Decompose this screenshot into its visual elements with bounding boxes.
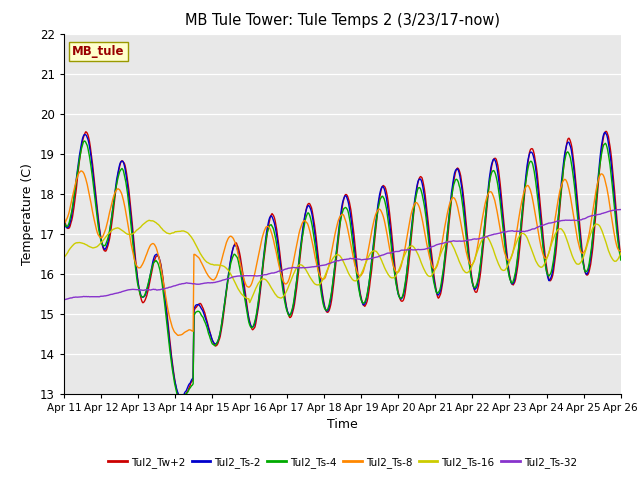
Tul2_Ts-4 xyxy=(177,397,184,403)
Tul2_Ts-32 xyxy=(206,280,214,286)
Tul2_Ts-32 xyxy=(182,280,190,286)
Tul2_Ts-16 xyxy=(145,217,153,223)
Tul2_Ts-2 xyxy=(389,250,397,255)
Line: Tul2_Ts-2: Tul2_Ts-2 xyxy=(64,132,621,398)
Tul2_Ts-8 xyxy=(60,220,68,226)
Tul2_Ts-32 xyxy=(566,217,573,223)
Tul2_Ts-16 xyxy=(207,262,215,267)
Tul2_Ts-8 xyxy=(568,199,575,205)
Tul2_Tw+2 xyxy=(335,235,342,240)
Tul2_Ts-8 xyxy=(184,328,191,334)
Tul2_Ts-2 xyxy=(183,386,191,392)
Tul2_Ts-32 xyxy=(443,240,451,245)
Text: MB_tule: MB_tule xyxy=(72,45,125,58)
X-axis label: Time: Time xyxy=(327,418,358,431)
Tul2_Ts-2 xyxy=(178,395,186,401)
Tul2_Ts-4 xyxy=(617,257,625,263)
Tul2_Ts-16 xyxy=(390,275,397,281)
Tul2_Ts-8 xyxy=(175,333,182,338)
Tul2_Tw+2 xyxy=(178,396,186,402)
Line: Tul2_Ts-16: Tul2_Ts-16 xyxy=(64,220,621,302)
Title: MB Tule Tower: Tule Temps 2 (3/23/17-now): MB Tule Tower: Tule Temps 2 (3/23/17-now… xyxy=(185,13,500,28)
Line: Tul2_Ts-8: Tul2_Ts-8 xyxy=(64,171,621,336)
Tul2_Tw+2 xyxy=(444,237,451,242)
Tul2_Ts-8 xyxy=(390,264,397,269)
Tul2_Ts-2 xyxy=(335,228,342,234)
Tul2_Ts-8 xyxy=(617,248,625,253)
Tul2_Ts-4 xyxy=(81,138,89,144)
Tul2_Tw+2 xyxy=(389,240,397,246)
Tul2_Tw+2 xyxy=(183,389,191,395)
Tul2_Ts-4 xyxy=(335,226,343,231)
Tul2_Ts-8 xyxy=(445,206,452,212)
Tul2_Ts-16 xyxy=(617,250,625,256)
Tul2_Ts-4 xyxy=(445,221,452,227)
Tul2_Ts-16 xyxy=(568,251,575,256)
Tul2_Ts-32 xyxy=(617,207,625,213)
Tul2_Ts-2 xyxy=(444,228,451,234)
Tul2_Tw+2 xyxy=(207,333,215,339)
Tul2_Ts-32 xyxy=(60,297,68,303)
Tul2_Ts-2 xyxy=(602,130,609,135)
Tul2_Ts-4 xyxy=(60,218,68,224)
Tul2_Tw+2 xyxy=(60,214,68,219)
Tul2_Ts-16 xyxy=(335,252,343,258)
Tul2_Ts-4 xyxy=(208,340,216,346)
Legend: Tul2_Tw+2, Tul2_Ts-2, Tul2_Ts-4, Tul2_Ts-8, Tul2_Ts-16, Tul2_Ts-32: Tul2_Tw+2, Tul2_Ts-2, Tul2_Ts-4, Tul2_Ts… xyxy=(104,453,581,472)
Tul2_Ts-16 xyxy=(60,254,68,260)
Tul2_Ts-4 xyxy=(390,263,397,268)
Tul2_Ts-2 xyxy=(60,217,68,223)
Tul2_Ts-2 xyxy=(617,256,625,262)
Y-axis label: Temperature (C): Temperature (C) xyxy=(21,163,35,264)
Tul2_Ts-8 xyxy=(335,215,343,221)
Tul2_Ts-2 xyxy=(566,144,574,150)
Tul2_Ts-4 xyxy=(568,160,575,166)
Tul2_Ts-8 xyxy=(208,276,216,282)
Line: Tul2_Tw+2: Tul2_Tw+2 xyxy=(64,132,621,399)
Tul2_Tw+2 xyxy=(617,254,625,260)
Tul2_Tw+2 xyxy=(566,139,574,144)
Tul2_Ts-32 xyxy=(334,258,342,264)
Tul2_Ts-32 xyxy=(388,250,396,255)
Tul2_Ts-16 xyxy=(183,229,191,235)
Tul2_Ts-4 xyxy=(184,389,191,395)
Line: Tul2_Ts-32: Tul2_Ts-32 xyxy=(64,210,621,300)
Tul2_Tw+2 xyxy=(602,129,610,134)
Tul2_Ts-8 xyxy=(77,168,85,174)
Tul2_Ts-2 xyxy=(207,333,215,339)
Tul2_Ts-32 xyxy=(616,207,624,213)
Line: Tul2_Ts-4: Tul2_Ts-4 xyxy=(64,141,621,400)
Tul2_Ts-16 xyxy=(445,239,452,244)
Tul2_Ts-16 xyxy=(246,300,253,305)
